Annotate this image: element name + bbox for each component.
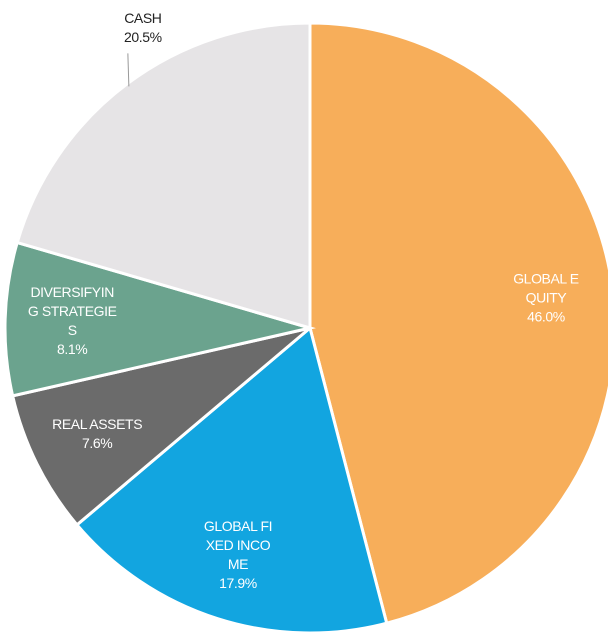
- pie-slice: [10, 326, 311, 527]
- pie-slice: [15, 21, 312, 331]
- slice-label: DIVERSIFYING STRATEGIES 8.1%: [27, 283, 117, 359]
- value-label: 17.9%: [219, 574, 257, 591]
- pie-slice: [308, 21, 608, 626]
- leader-line: [127, 53, 130, 87]
- slice-label: GLOBAL FIXED INCOME 17.9%: [203, 517, 273, 593]
- value-label: 46.0%: [527, 308, 565, 325]
- value-label: 7.6%: [81, 435, 113, 452]
- category-label: DIVERSIFYING STRATEGIES: [27, 283, 117, 338]
- category-label: GLOBAL FIXED INCOME: [203, 517, 273, 572]
- slice-label: GLOBAL EQUITY 46.0%: [511, 269, 581, 326]
- value-label: 20.5%: [123, 29, 162, 46]
- category-label: REAL ASSETS: [52, 416, 143, 433]
- slice-label: REAL ASSETS 7.6%: [52, 415, 142, 453]
- slice-label: CASH 20.5%: [98, 9, 188, 47]
- pie-slice: [3, 240, 316, 398]
- category-label: CASH: [124, 10, 162, 27]
- pie-slice: [74, 325, 389, 634]
- category-label: GLOBAL EQUITY: [513, 270, 579, 306]
- value-label: 8.1%: [57, 340, 88, 357]
